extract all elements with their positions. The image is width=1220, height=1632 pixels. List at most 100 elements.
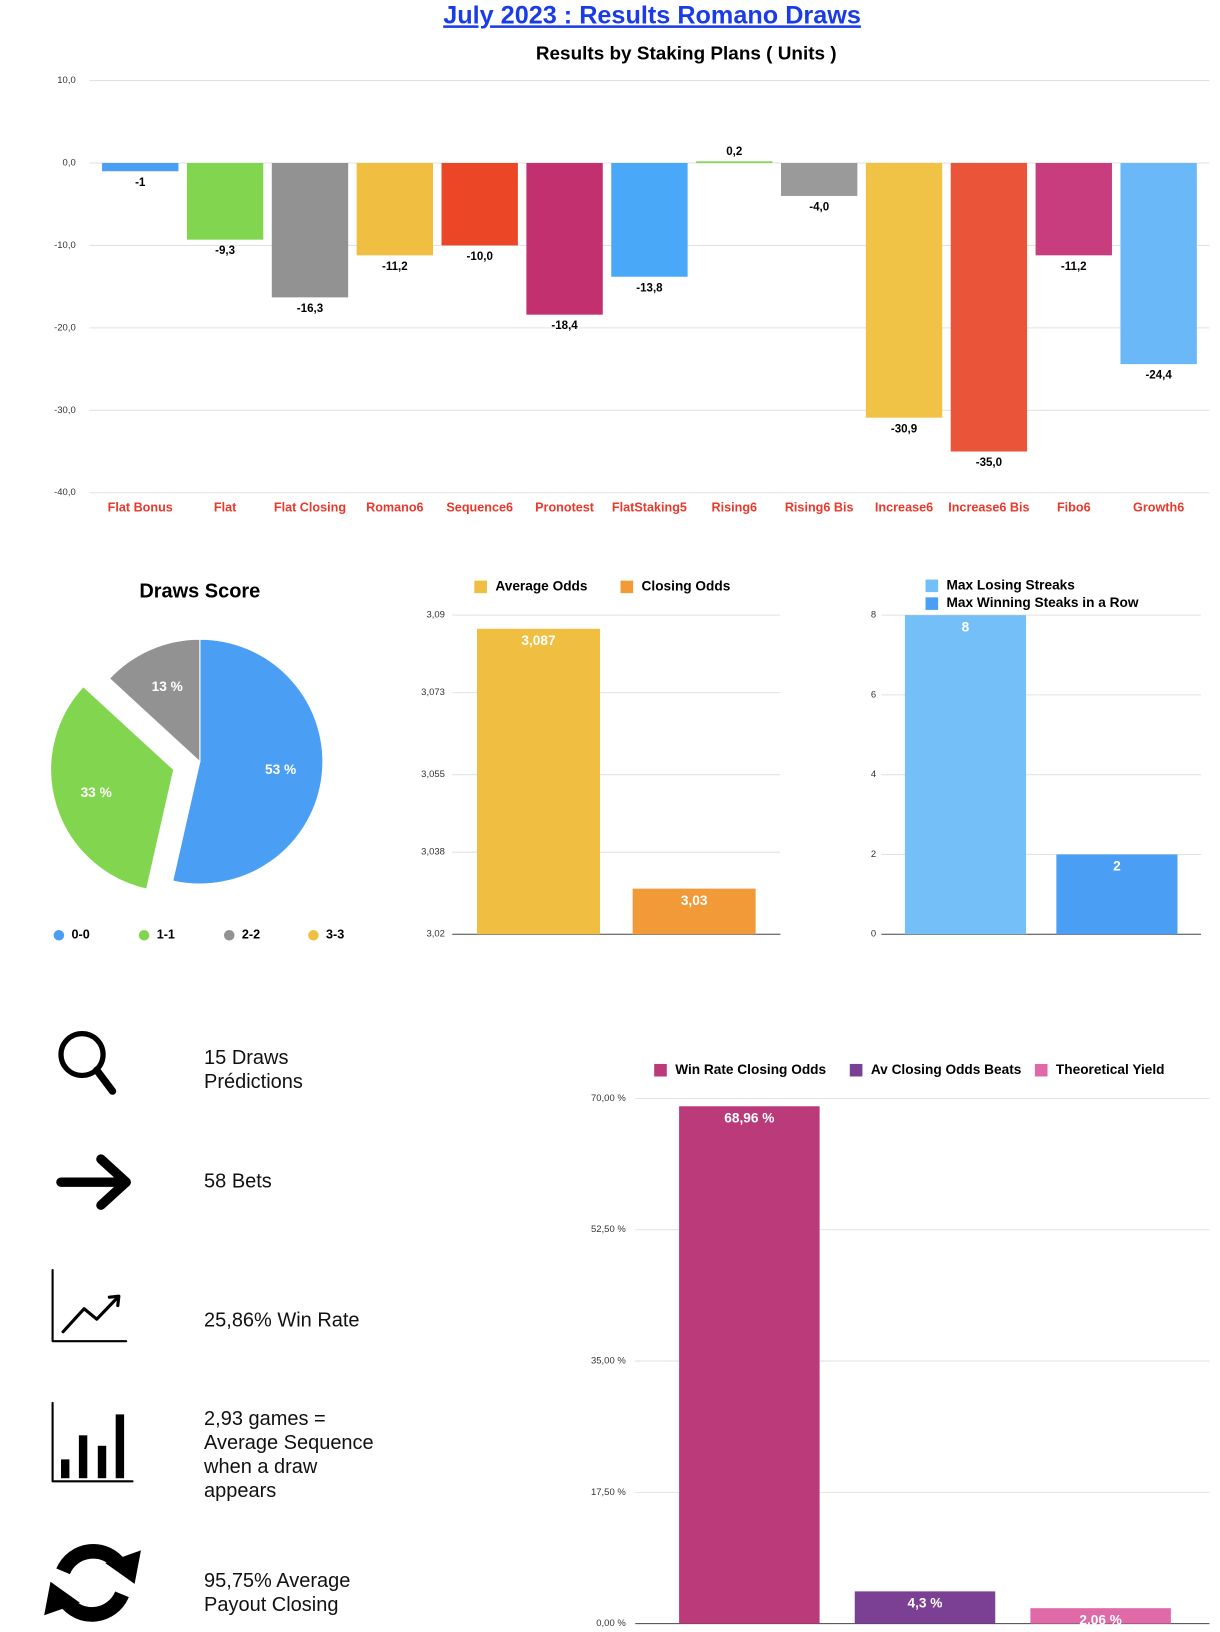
y-tick-label: 0,0 (63, 158, 76, 169)
stat-text: 25,86% Win Rate (204, 1309, 360, 1332)
x-tick-label: Rising6 Bis (785, 501, 854, 515)
bar (356, 162, 434, 256)
stat-box: 2,93 games = Average Sequence when a dra… (204, 1408, 374, 1503)
legend-label: 3-3 (326, 928, 344, 942)
value-label: 3,087 (521, 633, 555, 648)
legend-label: Average Odds (495, 579, 588, 594)
y-tick-label: 3,02 (426, 929, 444, 940)
value-label: -18,4 (551, 320, 578, 332)
y-tick-label: 3,09 (426, 610, 444, 621)
legend-swatch (308, 930, 319, 941)
y-tick-label: 3,038 (421, 847, 445, 858)
bar (611, 162, 688, 277)
y-tick-label: -10,0 (54, 240, 76, 251)
legend-swatch (925, 597, 939, 610)
value-label: -11,2 (382, 261, 408, 273)
legend-label: 1-1 (157, 928, 175, 942)
x-tick-label: Growth6 (1133, 501, 1184, 515)
stat-box: 58 Bets (204, 1171, 272, 1193)
stat-text: 95,75% Average Payout Closing (204, 1570, 351, 1617)
bar (696, 161, 773, 163)
legend-label: Av Closing Odds Beats (871, 1062, 1022, 1077)
x-tick-label: Sequence6 (446, 501, 513, 515)
refresh-icon (59, 1591, 129, 1622)
bar-chart-icon-axis (51, 1401, 134, 1483)
legend-swatch (224, 930, 235, 941)
x-tick-label: Fibo6 (1057, 501, 1091, 515)
x-tick-label: Increase6 (875, 501, 933, 515)
icons (44, 1030, 141, 1622)
line-chart-icon-head (107, 1294, 121, 1308)
legend-label: Max Losing Streaks (947, 577, 1076, 592)
bar (441, 162, 518, 246)
value-label: 2 (1113, 859, 1121, 874)
search-icon (58, 1030, 106, 1079)
legend-swatch (474, 580, 487, 594)
x-tick-label: Rising6 (712, 501, 758, 515)
chart-title: Draws Score (139, 580, 260, 602)
value-label: 2,06 % (1079, 1612, 1122, 1627)
bar (186, 162, 264, 240)
value-label: 13 % (152, 679, 183, 694)
y-tick-label: 6 (871, 689, 876, 700)
value-label: 4,3 % (908, 1596, 943, 1611)
value-label: -11,2 (1061, 261, 1087, 273)
y-tick-label: 17,50 % (591, 1487, 626, 1498)
bar (476, 628, 600, 935)
x-tick-label: Flat (214, 501, 237, 515)
bar (780, 162, 858, 196)
y-tick-label: 35,00 % (591, 1356, 626, 1367)
y-tick-label: 52,50 % (591, 1224, 626, 1235)
stat-text: 2,93 games = Average Sequence when a dra… (204, 1408, 374, 1503)
value-label: 68,96 % (724, 1110, 774, 1125)
arrow-icon-head (96, 1154, 131, 1210)
legend-swatch (53, 930, 65, 941)
bar (904, 615, 1027, 935)
bar (271, 162, 349, 298)
x-tick-label: Flat Bonus (108, 501, 173, 515)
value-label: -16,3 (297, 303, 323, 315)
x-tick-label: Increase6 Bis (948, 501, 1029, 515)
bar (1056, 854, 1178, 935)
legend-label: Closing Odds (642, 579, 731, 594)
bar (632, 888, 756, 935)
refresh-icon (56, 1543, 126, 1575)
stat-box: 95,75% Average Payout Closing (204, 1570, 351, 1617)
chart-title: Results by Staking Plans ( Units ) (536, 43, 837, 64)
bar (1120, 162, 1197, 365)
x-tick-label: Romano6 (366, 501, 423, 515)
bar (102, 162, 179, 172)
y-tick-label: 70,00 % (591, 1093, 626, 1104)
y-tick-label: 3,055 (421, 769, 445, 780)
legend-swatch (138, 930, 150, 941)
legend-swatch (925, 579, 939, 593)
pie-slice (50, 685, 175, 890)
value-label: -9,3 (215, 245, 235, 257)
stat-box: 15 Draws Prédictions (204, 1047, 303, 1094)
search-icon-handle (93, 1066, 117, 1095)
bar (1035, 162, 1112, 256)
bar (1030, 1608, 1171, 1624)
value-label: 53 % (265, 762, 296, 777)
y-tick-label: 2 (871, 849, 876, 860)
x-tick-label: Flat Closing (274, 501, 346, 515)
value-label: 8 (962, 619, 970, 634)
pie-slice (172, 638, 324, 885)
value-label: -24,4 (1145, 370, 1172, 382)
legend-label: 2-2 (242, 928, 260, 942)
stat-text: 15 Draws Prédictions (204, 1047, 303, 1094)
value-label: 0,2 (726, 146, 742, 158)
y-tick-label: 0,00 % (596, 1618, 626, 1629)
y-tick-label: 0 (871, 929, 876, 940)
legend-label: Theoretical Yield (1056, 1062, 1165, 1077)
value-label: -30,9 (891, 423, 917, 435)
y-tick-label: -30,0 (54, 405, 76, 416)
bar-chart-icon (61, 1414, 125, 1479)
x-tick-label: Pronotest (535, 501, 595, 515)
y-tick-label: -40,0 (54, 487, 76, 498)
refresh-icon-head (105, 1550, 141, 1584)
legend-swatch (654, 1063, 667, 1077)
legend-swatch (849, 1063, 863, 1077)
